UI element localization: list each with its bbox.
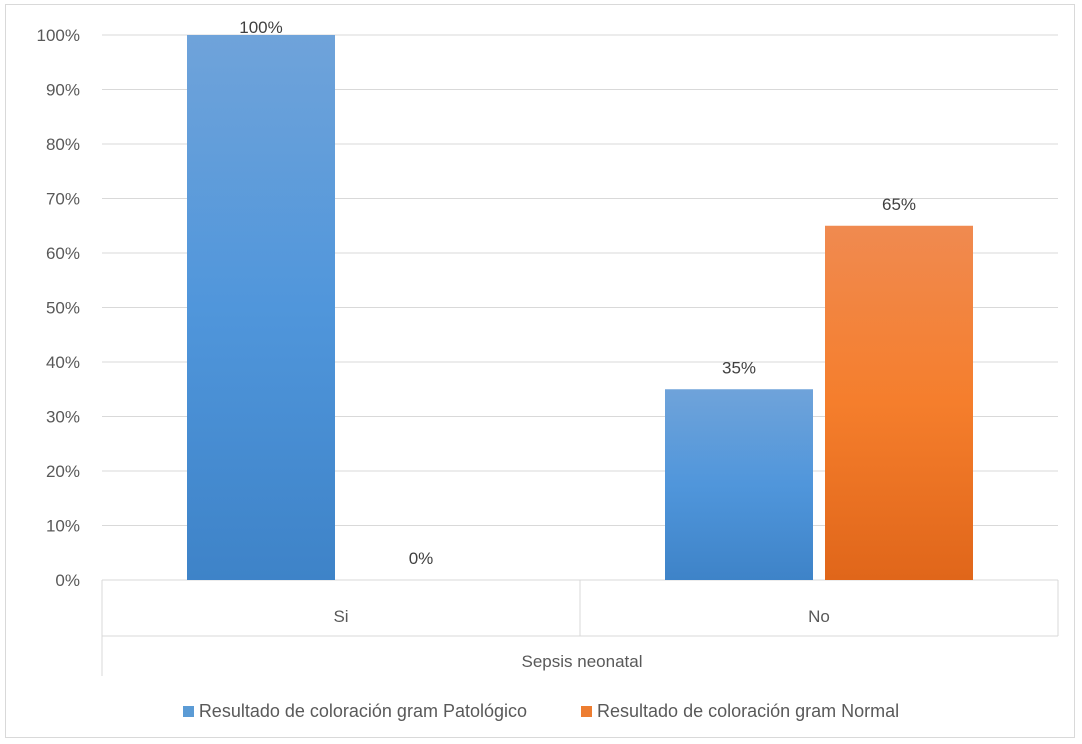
legend-swatch-series-1 [581, 706, 593, 717]
data-label: 100% [239, 18, 282, 37]
bar [187, 35, 335, 580]
y-tick-label: 0% [55, 571, 80, 590]
bar-chart: 0% 10% 20% 30% 40% 50% 60% 70% 80% 90% 100% Si No 10… [37, 18, 1059, 676]
bar [825, 225, 973, 580]
labels: 100% 0% 35% 65% [239, 18, 916, 568]
y-tick-label: 70% [46, 190, 80, 209]
legend-swatch-series-0 [182, 706, 194, 717]
y-tick-label: 90% [46, 81, 80, 100]
y-tick-label: 40% [46, 353, 80, 372]
legend-item-series-1: Resultado de coloración gram Normal [581, 701, 899, 722]
x-axis-title: Sepsis neonatal [522, 652, 643, 671]
data-label: 0% [409, 549, 434, 568]
bars [187, 35, 973, 580]
legend-label-series-1: Resultado de coloración gram Normal [597, 701, 900, 721]
x-tick-label: No [808, 607, 830, 626]
y-tick-label: 20% [46, 462, 80, 481]
data-label: 65% [882, 195, 916, 214]
y-tick-label: 100% [37, 26, 80, 45]
bar [665, 389, 813, 580]
y-tick-label: 50% [46, 299, 80, 318]
y-tick-label: 60% [46, 244, 80, 263]
x-tick-label: Si [333, 607, 348, 626]
y-tick-label: 80% [46, 135, 80, 154]
legend-item-series-0: Resultado de coloración gram Patológico [182, 701, 528, 722]
legend-label-series-0: Resultado de coloración gram Patológico [198, 701, 528, 721]
data-label: 35% [722, 358, 756, 377]
y-tick-label: 30% [46, 408, 80, 427]
legend: Resultado de coloración gram Patológico … [0, 701, 1082, 722]
y-tick-label: 10% [46, 517, 80, 536]
